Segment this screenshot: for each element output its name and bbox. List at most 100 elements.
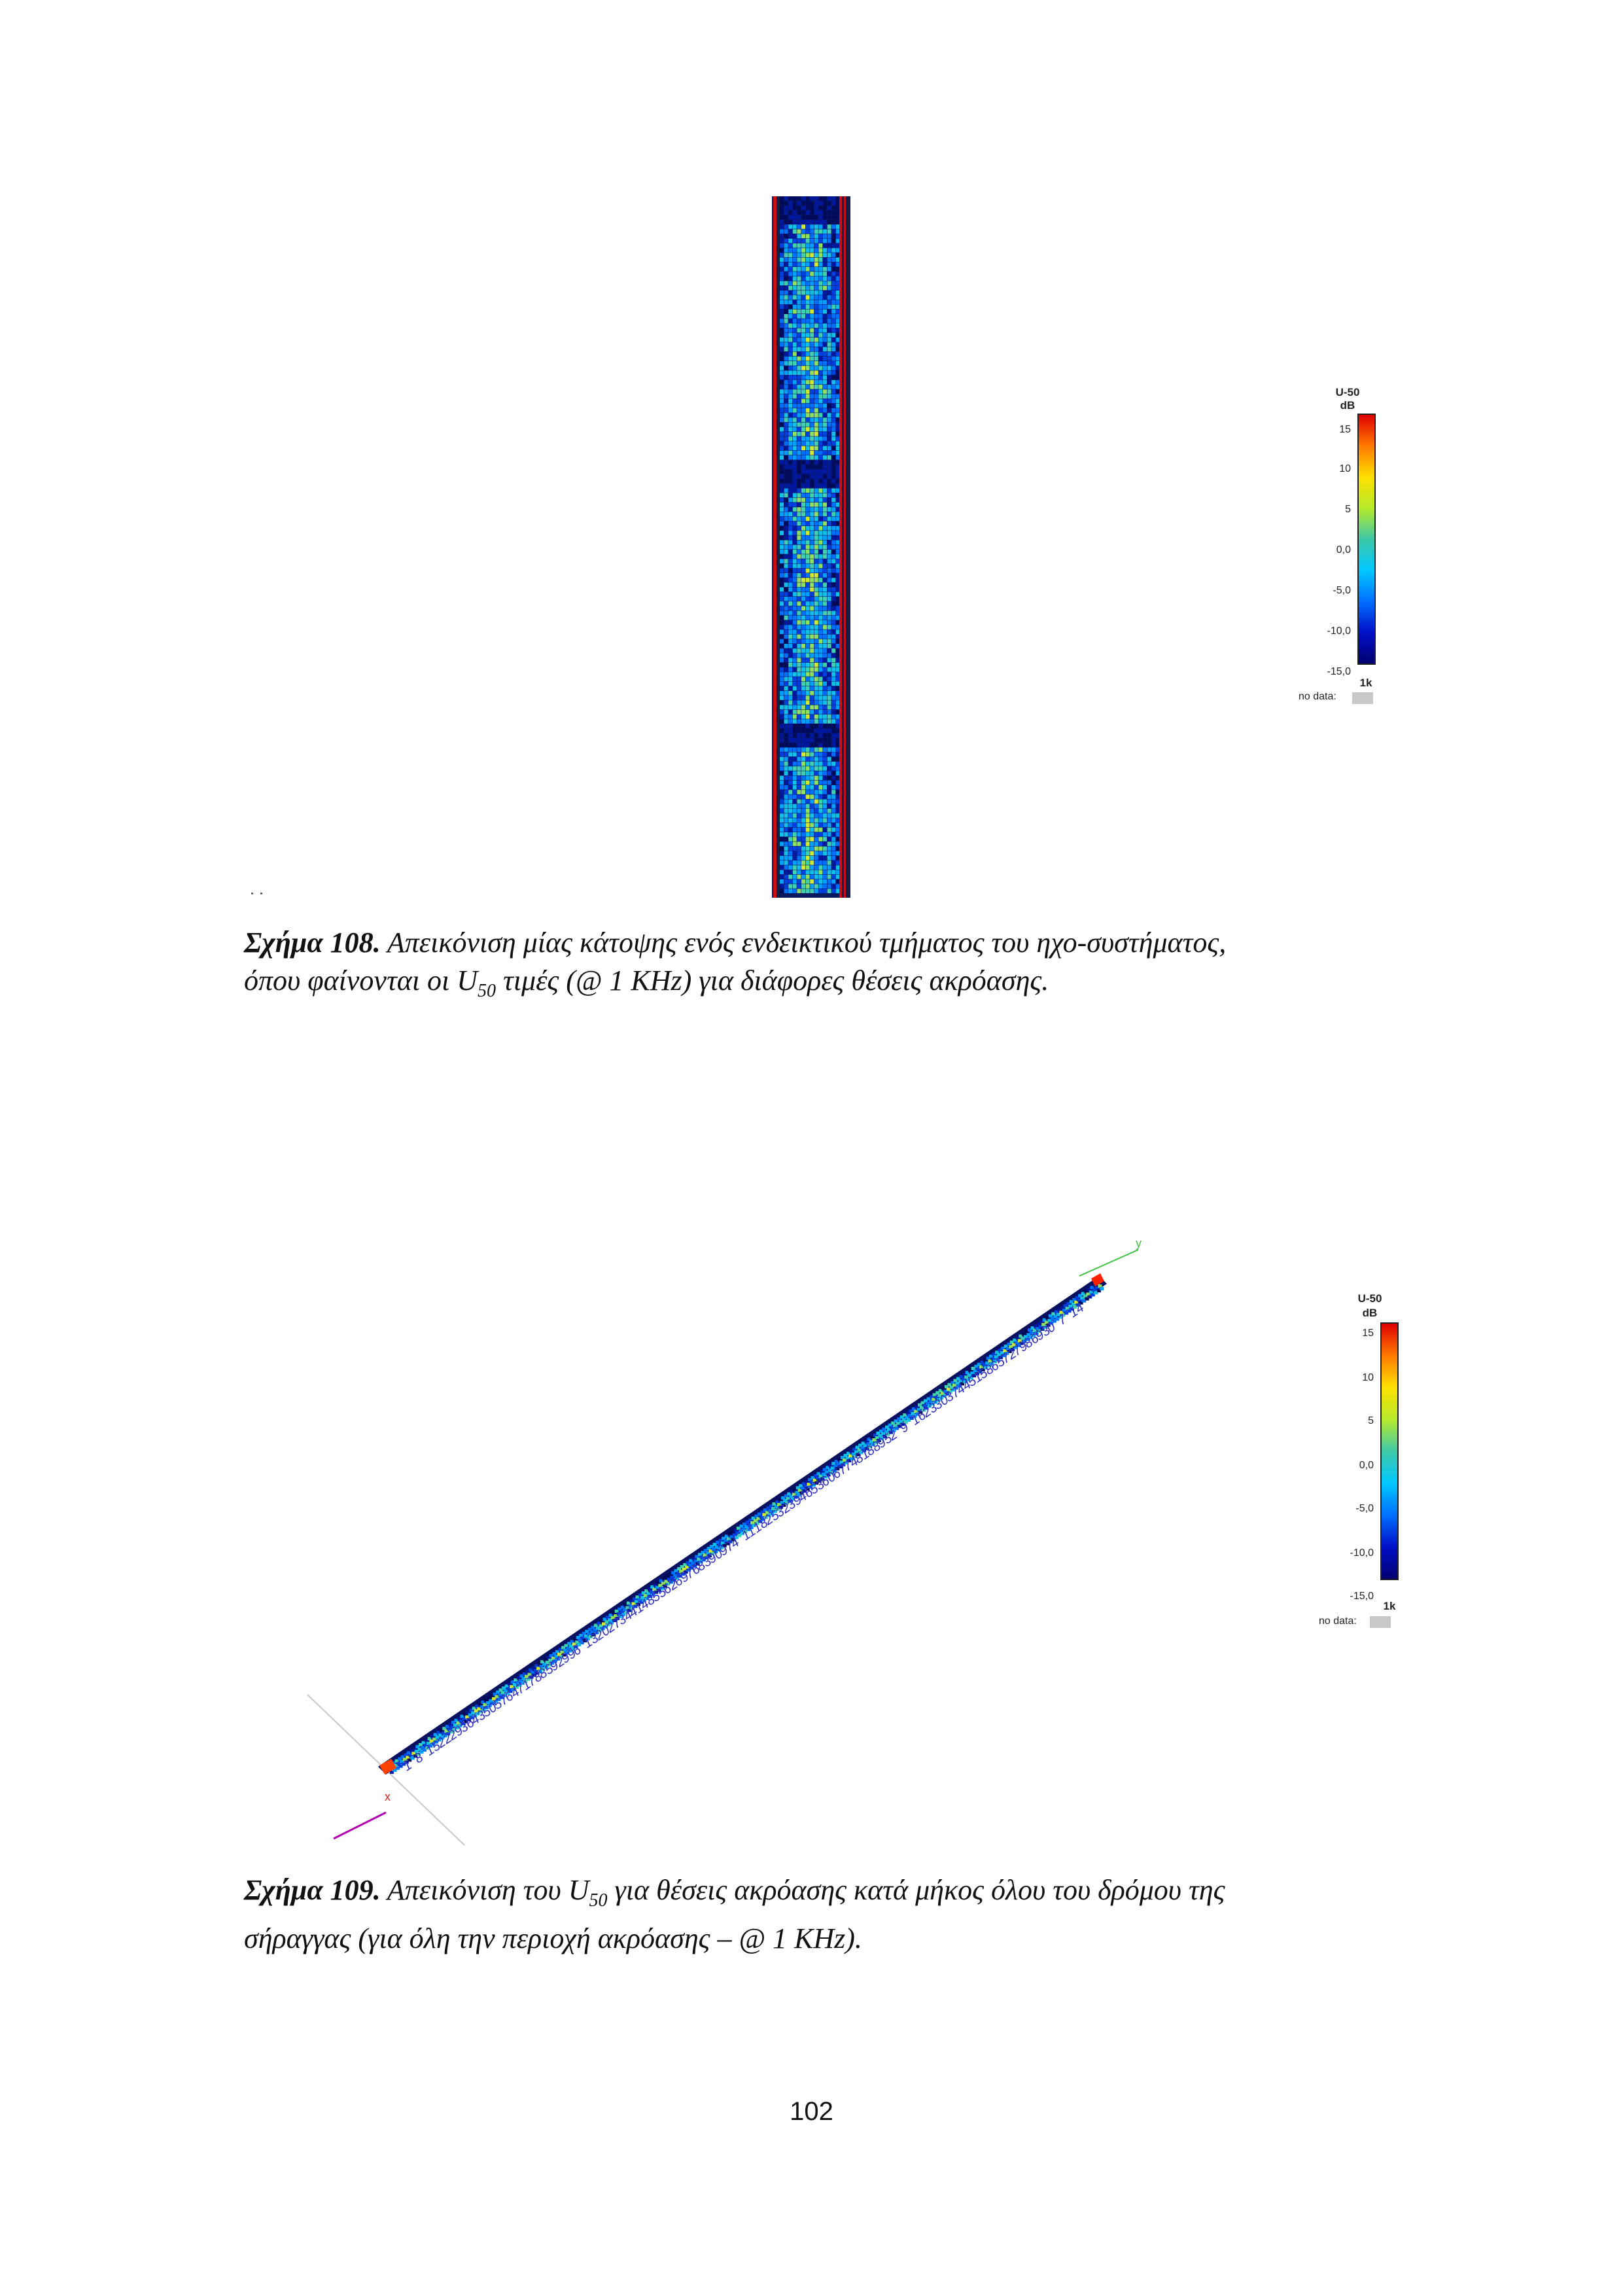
heatmap-cell [810,756,814,762]
heatmap-cell [810,295,814,300]
heatmap-cell [788,775,793,781]
heatmap-cell [788,285,793,291]
heatmap-cell [797,234,801,239]
heatmap-cell [788,578,793,582]
heatmap-cell [801,653,805,658]
heatmap-cell [814,563,818,569]
heatmap-cell [797,347,801,351]
heatmap-cell [814,460,818,465]
heatmap-cell [827,488,831,493]
tunnel-cell [718,1538,723,1542]
heatmap-cell [818,615,823,620]
heatmap-cell [801,446,805,451]
tunnel-cell [932,1398,936,1402]
tunnel-cell [537,1662,542,1666]
heatmap-cell [797,691,801,696]
heatmap-cell [792,851,797,856]
tunnel-cell [512,1687,516,1691]
heatmap-cell [784,667,788,672]
heatmap-cell [810,620,814,625]
heatmap-cell [814,658,818,663]
heatmap-cell [823,295,827,300]
heatmap-cell [831,398,836,404]
heatmap-cell [835,450,840,455]
heatmap-cell [797,479,801,484]
heatmap-cell [831,304,836,309]
heatmap-cell [831,606,836,610]
heatmap-cell [823,526,827,531]
heatmap-cell [784,724,788,728]
heatmap-cell [805,408,810,413]
tunnel-cell [911,1411,915,1415]
tunnel-cell [453,1723,457,1727]
heatmap-cell [797,733,801,738]
heatmap-cell [814,766,818,771]
tunnel-cell [887,1428,891,1432]
heatmap-cell [805,215,810,220]
heatmap-cell [805,568,810,573]
heatmap-cell [788,705,793,710]
tunnel-cell [436,1731,441,1735]
tunnel-cell [658,1583,663,1587]
heatmap-cell [810,634,814,639]
heatmap-cell [788,441,793,446]
tunnel-cell [679,1570,684,1574]
heatmap-cell [797,809,801,813]
heatmap-cell [814,422,818,427]
heatmap-cell [810,705,814,710]
heatmap-cell [788,874,793,879]
heatmap-cell [788,526,793,531]
tunnel-cell [909,1416,914,1420]
heatmap-cell [835,865,840,870]
tunnel-cell [497,1697,501,1701]
tunnel-cell [763,1508,767,1512]
tunnel-cell [886,1432,890,1436]
heatmap-cell [805,865,810,870]
heatmap-cell [835,309,840,314]
heatmap-cell [814,700,818,705]
heatmap-cell [792,860,797,865]
position-number-label: 8 [412,1750,427,1766]
heatmap-cell [827,592,831,597]
heatmap-cell [835,813,840,818]
heatmap-cell [780,762,784,766]
heatmap-cell [780,347,784,351]
tunnel-cell [990,1357,995,1361]
heatmap-cell [784,799,788,804]
tunnel-cell [1079,1301,1083,1305]
tunnel-cell [604,1625,608,1629]
heatmap-cell [814,436,818,441]
tunnel-cell [440,1736,445,1740]
tunnel-cell [814,1481,819,1485]
heatmap-cell [805,874,810,879]
tunnel-cell [439,1729,444,1733]
heatmap-cell [835,615,840,620]
heatmap-cell [827,780,831,785]
heatmap-cell [792,686,797,691]
heatmap-cell [801,272,805,276]
heatmap-cell [827,267,831,272]
heatmap-cell [827,705,831,710]
heatmap-cell [823,285,827,291]
heatmap-cell [805,332,810,338]
heatmap-cell [827,837,831,841]
tunnel-cell [833,1464,838,1468]
heatmap-cell [835,822,840,828]
heatmap-cell [805,385,810,389]
tunnel-cell [867,1438,871,1441]
tunnel-cell [620,1605,625,1609]
tunnel-cell [889,1430,893,1434]
heatmap-cell [818,342,823,347]
tunnel-cell [562,1653,567,1657]
heatmap-cell [818,554,823,559]
heatmap-cell [784,319,788,323]
heatmap-cell [823,818,827,822]
heatmap-cell [814,441,818,446]
heatmap-cell [831,300,836,304]
tunnel-cell [567,1642,572,1646]
heatmap-cell [797,715,801,719]
heatmap-cell [831,403,836,408]
heatmap-cell [797,573,801,578]
tunnel-cell [750,1521,755,1525]
heatmap-cell [797,629,801,634]
